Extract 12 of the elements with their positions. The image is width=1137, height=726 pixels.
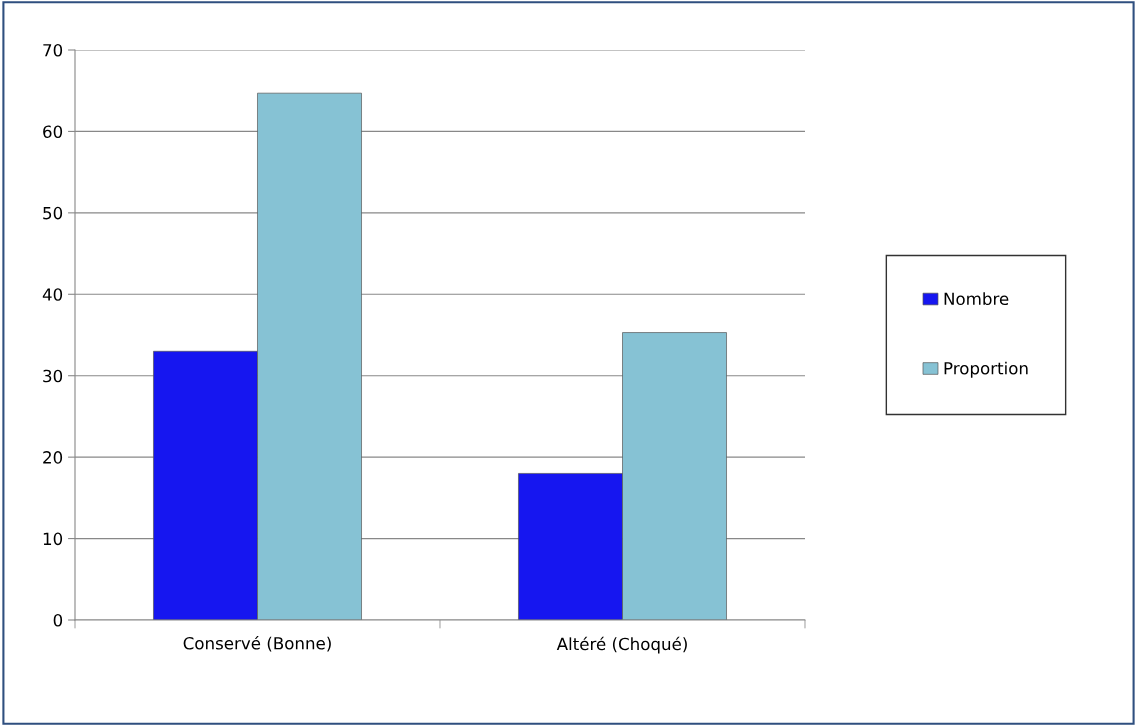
y-tick-label: 60: [43, 125, 63, 138]
legend-label: Proportion: [944, 361, 1028, 378]
y-tick-label: 50: [43, 206, 63, 220]
y-tick-label: 20: [43, 451, 63, 464]
y-tick-label: 40: [42, 288, 63, 301]
y-tick-label: 0: [53, 613, 63, 627]
x-tick-label: Conservé (Bonne): [183, 636, 331, 652]
y-tick-label: 70: [43, 43, 63, 57]
y-tick-label: 30: [43, 369, 63, 383]
legend-label: Nombre: [944, 292, 1009, 306]
x-tick-label: Altéré (Choqué): [556, 636, 687, 654]
y-tick-label: 10: [43, 532, 63, 546]
